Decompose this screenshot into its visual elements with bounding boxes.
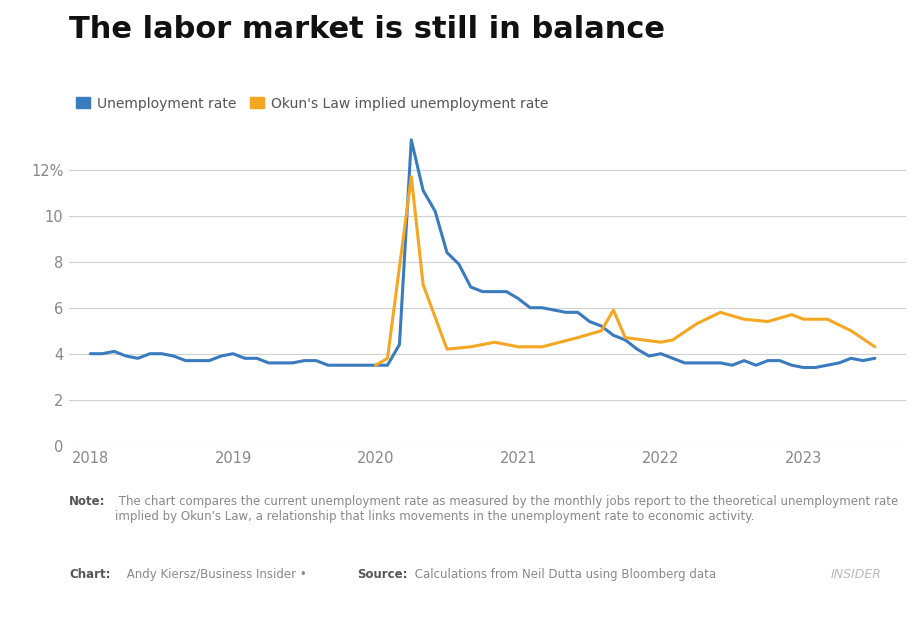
Text: Chart:: Chart: [69, 568, 110, 581]
Text: Note:: Note: [69, 495, 106, 508]
Text: The labor market is still in balance: The labor market is still in balance [69, 15, 664, 45]
Text: The chart compares the current unemployment rate as measured by the monthly jobs: The chart compares the current unemploym… [115, 495, 897, 523]
Text: INSIDER: INSIDER [829, 568, 880, 581]
Text: Andy Kiersz/Business Insider •: Andy Kiersz/Business Insider • [122, 568, 310, 581]
Text: Source:: Source: [357, 568, 407, 581]
Legend: Unemployment rate, Okun's Law implied unemployment rate: Unemployment rate, Okun's Law implied un… [76, 97, 548, 111]
Text: Calculations from Neil Dutta using Bloomberg data: Calculations from Neil Dutta using Bloom… [411, 568, 716, 581]
